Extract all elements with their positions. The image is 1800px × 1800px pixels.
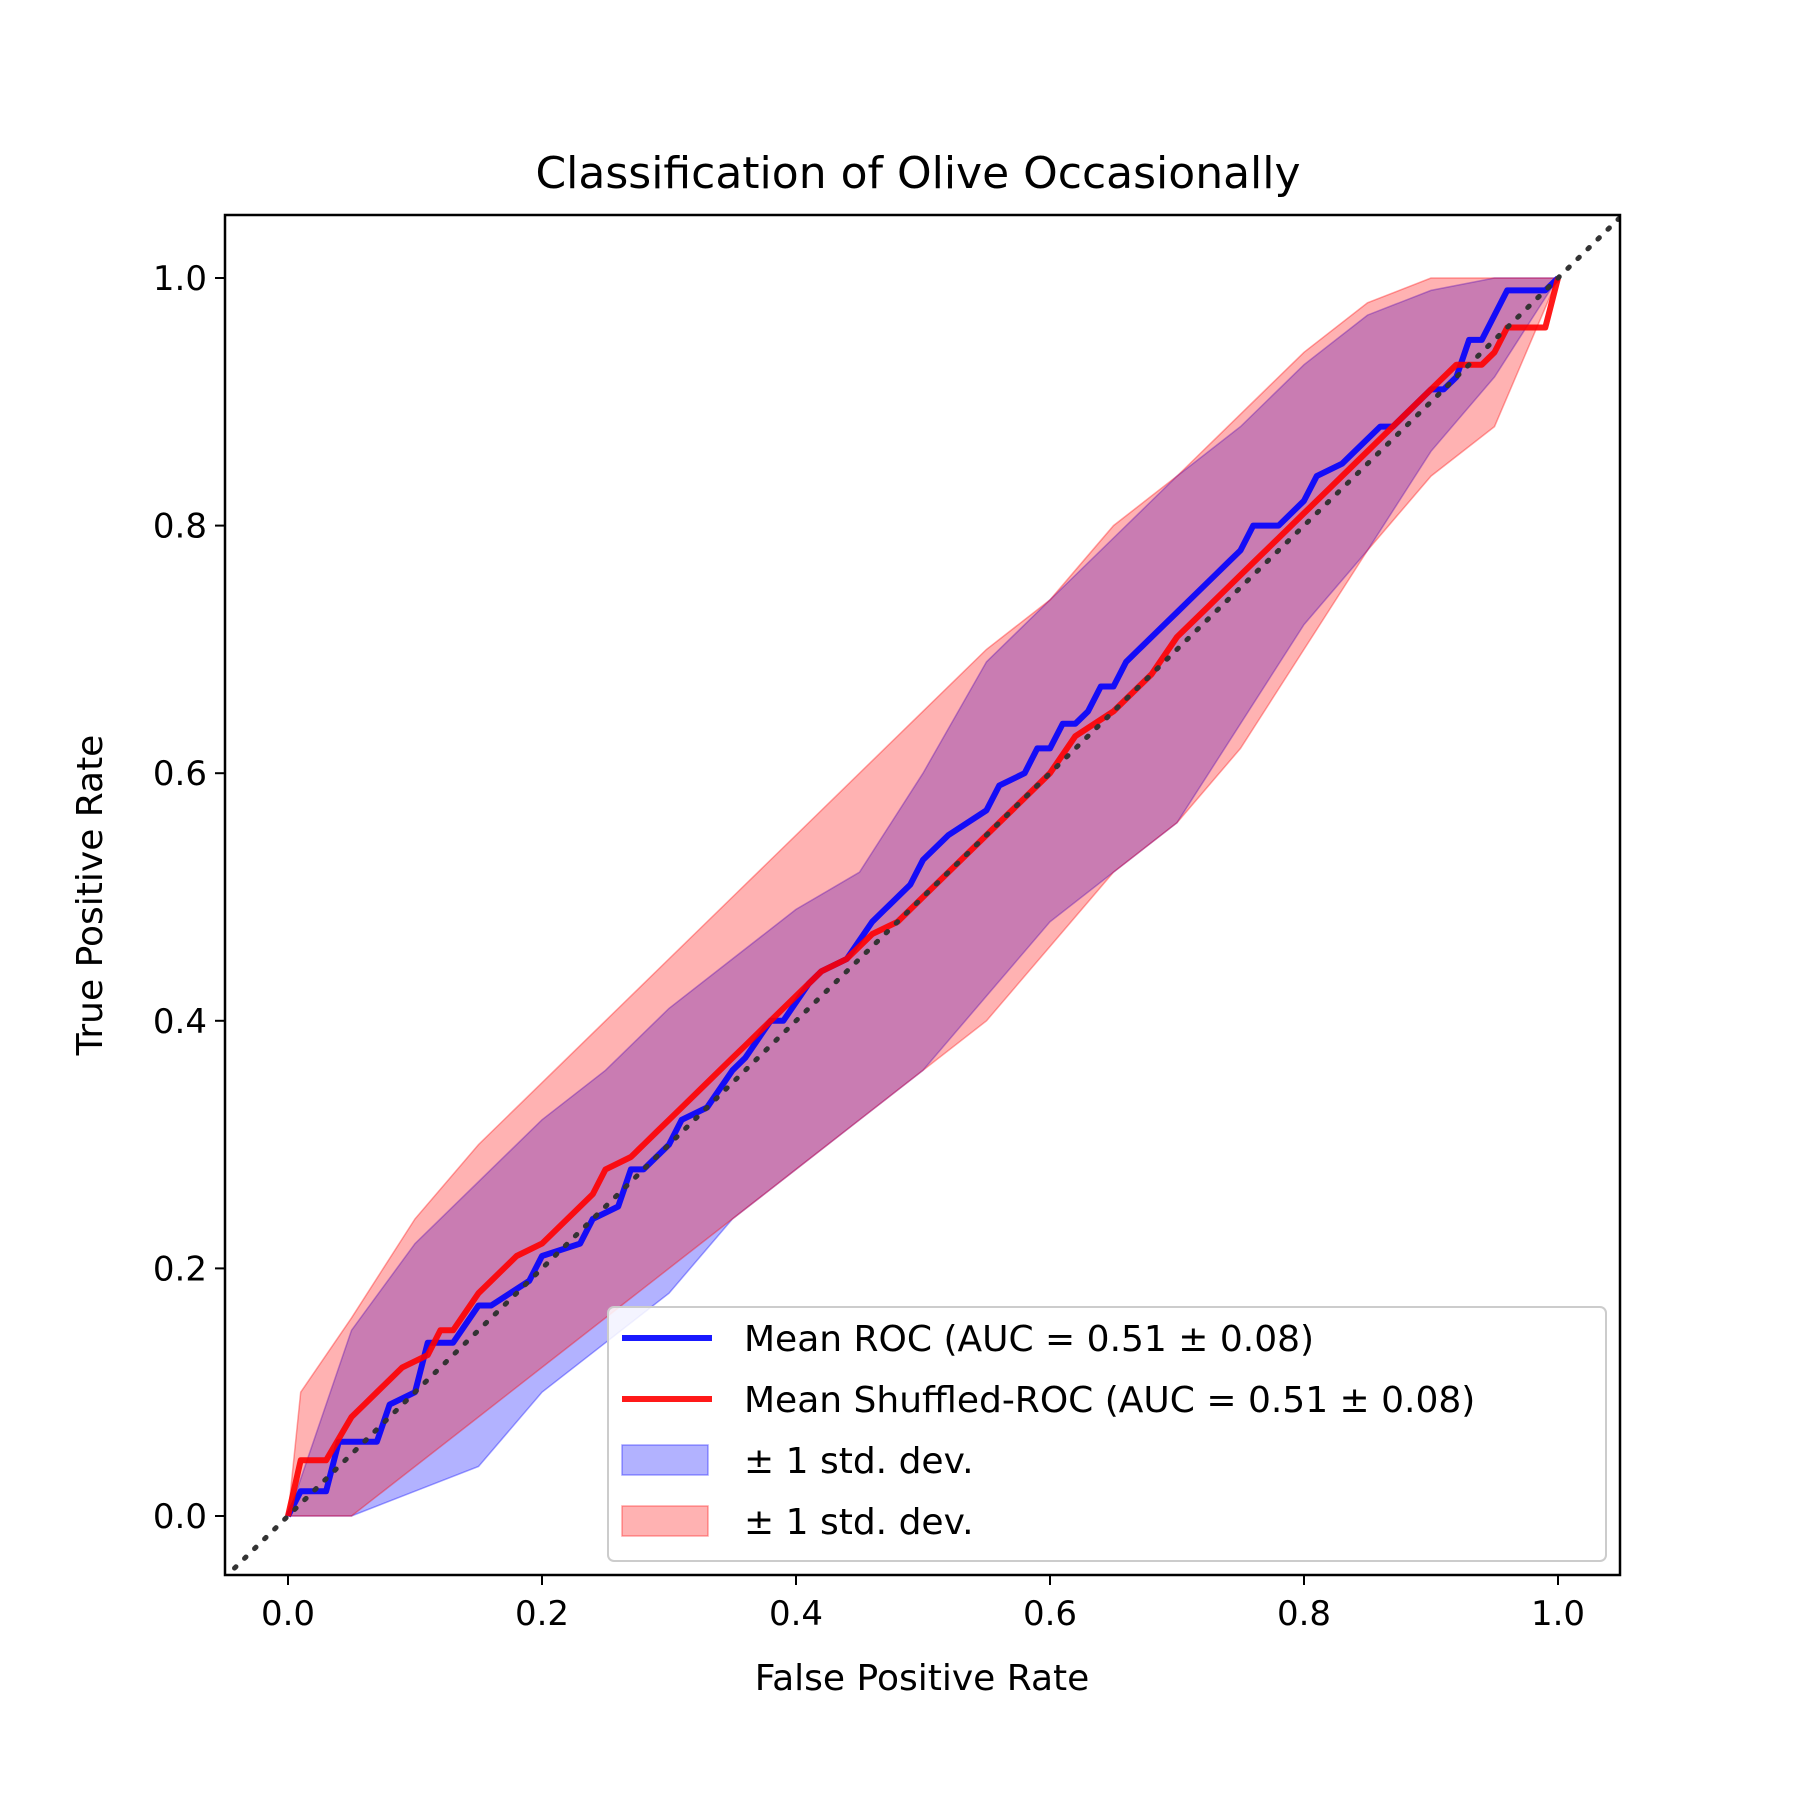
x-tick-label: 1.0: [1531, 1594, 1585, 1634]
y-tick-label: 0.0: [153, 1497, 207, 1537]
x-tick-label: 0.0: [261, 1594, 315, 1634]
legend-label: Mean ROC (AUC = 0.51 ± 0.08): [744, 1319, 1314, 1360]
legend-label: Mean Shuffled-ROC (AUC = 0.51 ± 0.08): [744, 1380, 1475, 1421]
y-tick-label: 1.0: [153, 259, 207, 299]
x-tick-label: 0.8: [1277, 1594, 1331, 1634]
chart-title: Classification of Olive Occasionally: [535, 148, 1300, 199]
x-axis-label: False Positive Rate: [755, 1658, 1090, 1699]
y-tick-label: 0.8: [153, 507, 207, 547]
y-axis-label: True Positive Rate: [70, 735, 111, 1057]
y-tick-label: 0.6: [153, 754, 207, 794]
y-axis: 0.0 0.2 0.4 0.6 0.8 1.0: [153, 259, 225, 1537]
legend-label: ± 1 std. dev.: [744, 1441, 974, 1482]
legend: Mean ROC (AUC = 0.51 ± 0.08) Mean Shuffle…: [607, 1306, 1607, 1562]
legend-label: ± 1 std. dev.: [744, 1502, 974, 1543]
legend-box: [607, 1306, 1607, 1562]
x-tick-label: 0.2: [515, 1594, 569, 1634]
chance-line: [225, 215, 1620, 1575]
plot-area: [225, 215, 1620, 1575]
plot-frame: [223, 213, 1622, 1577]
mean-shuffled-roc-line: [285, 277, 1561, 1517]
y-tick-label: 0.2: [153, 1249, 207, 1289]
legend-patch-swatch: [621, 1505, 709, 1537]
x-axis: 0.0 0.2 0.4 0.6 0.8 1.0: [261, 1575, 1585, 1634]
x-tick-label: 0.4: [769, 1594, 823, 1634]
y-tick-label: 0.4: [153, 1002, 207, 1042]
x-tick-label: 0.6: [1023, 1594, 1077, 1634]
legend-patch-swatch: [621, 1444, 709, 1476]
